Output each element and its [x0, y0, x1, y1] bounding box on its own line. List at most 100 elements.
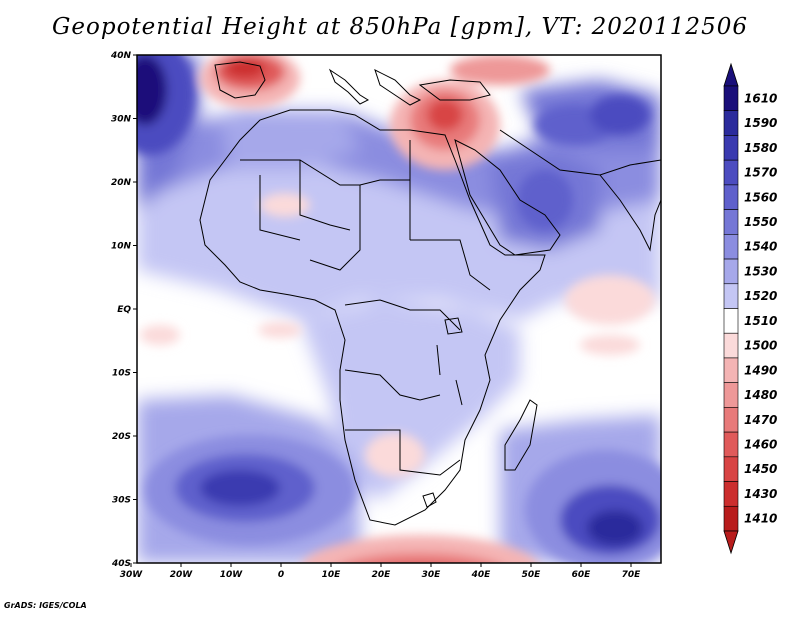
field-pink-patch-5: [260, 193, 310, 217]
colorbar-label: 1480: [744, 388, 777, 402]
colorbar-swatch: [723, 258, 739, 285]
chart-title: Geopotential Height at 850hPa [gpm], VT:…: [52, 14, 748, 40]
field-pink-patch-2: [565, 275, 655, 325]
colorbar-label: 1570: [744, 166, 777, 180]
madagascar-coast: [504, 399, 538, 471]
height-field: [137, 55, 661, 563]
colorbar: 1610 1590 1580 1570 1560 1550 1540 1530 1520 1510…: [723, 62, 777, 555]
india-coast: [599, 174, 661, 252]
colorbar-label: 1450: [744, 462, 777, 476]
lat-label: 20N: [111, 178, 132, 188]
colorbar-swatch: [723, 209, 739, 235]
colorbar-swatch: [723, 505, 739, 532]
border-4: [259, 175, 301, 241]
lon-label: 20E: [372, 570, 392, 580]
lat-label: 40S: [111, 559, 131, 569]
border-2: [309, 185, 361, 271]
lon-label: 50E: [522, 570, 542, 580]
colorbar-label: 1530: [744, 264, 777, 278]
field-sio-3: [587, 510, 643, 546]
colorbar-label: 1540: [744, 240, 777, 254]
lon-label: 20W: [170, 570, 194, 580]
colorbar-swatch: [723, 283, 739, 309]
field-central-africa-light: [300, 300, 520, 500]
colorbar-swatch: [723, 456, 739, 482]
field-southocean-low-2: [344, 553, 496, 563]
colorbar-swatch: [723, 357, 739, 383]
lake-malawi: [455, 379, 463, 406]
lon-label: 10W: [220, 570, 244, 580]
colorbar-swatch: [723, 135, 739, 161]
field-iberia-low-3: [225, 58, 265, 78]
colorbar-swatch: [723, 332, 739, 359]
colorbar-label: 1590: [744, 116, 777, 130]
colorbar-label: 1470: [744, 413, 777, 427]
colorbar-label: 1460: [744, 437, 777, 451]
field-north-africa-light: [137, 150, 661, 320]
border-7: [345, 429, 461, 476]
colorbar-swatch: [723, 407, 739, 433]
arabia-coast: [454, 139, 561, 256]
colorbar-bottom-arrow: [723, 530, 739, 555]
iberia-coast: [214, 61, 266, 99]
colorbar-label: 1520: [744, 289, 777, 303]
colorbar-label: 1560: [744, 190, 777, 204]
lat-label: 10S: [112, 369, 131, 379]
field-arabia-1: [517, 170, 573, 230]
lon-label: 30W: [120, 570, 144, 580]
border-3: [410, 239, 491, 291]
colorbar-label: 1550: [744, 215, 777, 229]
colorbar-swatch: [723, 382, 739, 408]
colorbar-swatch: [723, 234, 739, 260]
colorbar-label: 1610: [744, 91, 777, 105]
lat-label: 10N: [111, 242, 132, 252]
colorbar-swatch: [723, 159, 739, 186]
longitude-axis: 30W 20W 10W 0 10E 20E 30E 40E 50E 60E 70E: [120, 563, 641, 580]
field-pink-patch-6: [140, 325, 180, 345]
italy-coast: [328, 68, 370, 105]
field-satl-3: [200, 470, 280, 506]
lat-label: 30N: [111, 115, 132, 125]
colorbar-swatch: [723, 184, 739, 210]
colorbar-label: 1490: [744, 363, 777, 377]
colorbar-label: 1580: [744, 141, 777, 155]
field-pink-patch-3: [365, 433, 425, 477]
latitude-axis: 40N 30N 20N 10N EQ 10S 20S 30S 40S: [110, 51, 137, 569]
colorbar-label: 1510: [744, 314, 777, 328]
field-azores-2: [137, 55, 167, 125]
lesotho: [422, 492, 437, 508]
lon-label: 70E: [622, 570, 642, 580]
field-pink-patch-4: [580, 335, 640, 355]
field-egypt-low-3: [427, 99, 463, 131]
lon-label: 40E: [471, 570, 492, 580]
colorbar-label: 1410: [744, 512, 777, 526]
lake-victoria: [444, 317, 463, 335]
lake-tanganyika: [436, 344, 441, 376]
lat-label: 20S: [112, 432, 131, 442]
field-iran-2: [590, 95, 650, 135]
grads-credit: GrADS: IGES/COLA: [4, 601, 87, 610]
lat-label: EQ: [117, 305, 131, 315]
lat-label: 40N: [110, 51, 132, 61]
balkans-coast: [374, 69, 422, 106]
colorbar-label: 1500: [744, 339, 777, 353]
iran-coast: [499, 129, 661, 176]
colorbar-swatch: [723, 85, 739, 112]
border-6: [344, 369, 441, 401]
colorbar-swatch: [723, 481, 739, 507]
field-turkey-low: [450, 55, 550, 85]
colorbar-label: 1430: [744, 487, 777, 501]
field-southocean-low-1: [302, 535, 538, 563]
lon-label: 60E: [572, 570, 592, 580]
lat-label: 30S: [112, 496, 131, 506]
lon-label: 30E: [422, 570, 442, 580]
colorbar-swatch: [723, 308, 739, 334]
lon-label: 0: [278, 570, 284, 580]
field-pink-patch-1: [258, 322, 302, 338]
africa-coast: [199, 109, 546, 526]
turkey-coast: [418, 79, 491, 101]
border-5: [344, 299, 461, 331]
colorbar-top-arrow: [723, 62, 739, 87]
coastlines: [199, 61, 661, 526]
